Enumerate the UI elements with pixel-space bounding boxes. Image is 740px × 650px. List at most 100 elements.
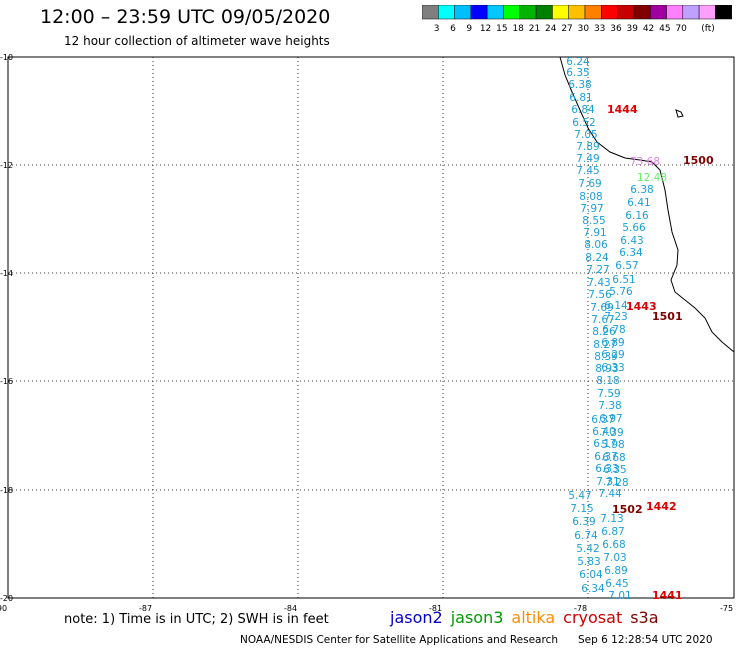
pass-time-label: 1441: [652, 589, 683, 602]
swh-value: 8.24: [585, 252, 609, 264]
colorbar-label: 70: [675, 24, 687, 34]
page-subtitle: 12 hour collection of altimeter wave hei…: [64, 34, 330, 48]
lon-tick-label: -87: [139, 604, 152, 613]
colorbar-label: 9: [466, 24, 472, 34]
swh-value: 5.47: [568, 490, 591, 502]
swh-value: 6.29: [601, 349, 624, 361]
swh-value: 6.37: [594, 451, 617, 463]
island: [675, 109, 684, 118]
legend-s3a: s3a: [630, 608, 659, 627]
colorbar-label: 36: [610, 24, 622, 34]
swh-value: 6.41: [627, 197, 650, 209]
swh-value: 7.39: [600, 427, 623, 439]
swh-value: 8.06: [584, 239, 608, 251]
swh-value: 6.16: [625, 210, 649, 222]
lon-tick-label: -84: [284, 604, 297, 613]
swh-value: 12.48: [637, 172, 667, 184]
colorbar-label: 39: [627, 24, 639, 34]
colorbar-label: 27: [561, 24, 572, 34]
swh-value: 6.89: [601, 337, 624, 349]
swh-value: 5.42: [576, 543, 599, 555]
swh-value: 8.18: [596, 375, 619, 387]
pass-time-label: 1442: [646, 500, 677, 513]
pass-time-label: 1502: [612, 503, 643, 516]
swh-value: 6.38: [568, 79, 591, 91]
lat-tick-label: -10: [0, 53, 13, 62]
swh-value: 8.55: [582, 215, 605, 227]
colorbar-label: 21: [529, 24, 540, 34]
swh-value: 5.76: [609, 286, 633, 298]
swh-value: 6.45: [605, 578, 628, 590]
lon-tick-label: -81: [429, 604, 442, 613]
swh-value: 7.59: [597, 388, 620, 400]
swh-value: 6.35: [566, 67, 589, 79]
colorbar-swatch: [715, 5, 732, 20]
swh-value: 6.51: [612, 274, 635, 286]
swh-value: 73.68: [630, 156, 660, 168]
swh-value: 7.69: [578, 178, 601, 190]
colorbar-label: (ft): [701, 24, 715, 34]
lon-tick-label: -90: [0, 604, 7, 613]
map-frame: [7, 56, 735, 599]
swh-value: 6.68: [602, 539, 625, 551]
credit-text: NOAA/NESDIS Center for Satellite Applica…: [240, 634, 558, 646]
colorbar-label: 12: [480, 24, 491, 34]
swh-value: 6.34: [619, 247, 643, 259]
coastline: [559, 56, 735, 353]
swh-value: 8.26: [592, 326, 616, 338]
swh-value: 5.98: [601, 439, 624, 451]
swh-value: 7.13: [600, 513, 623, 525]
colorbar-label: 24: [545, 24, 557, 34]
swh-value: 7.44: [598, 488, 622, 500]
colorbar-label: 18: [512, 24, 524, 34]
legend-jason2: jason2: [390, 608, 443, 627]
swh-value: 6.89: [604, 565, 627, 577]
footnote: note: 1) Time is in UTC; 2) SWH is in fe…: [64, 612, 329, 627]
swh-value: 7.97: [580, 203, 603, 215]
colorbar-label: 30: [578, 24, 590, 34]
swh-value: 7.91: [583, 227, 606, 239]
swh-value: 7.49: [576, 153, 599, 165]
pass-time-label: 1443: [626, 300, 657, 313]
swh-value: 5.83: [577, 556, 600, 568]
legend-cryosat: cryosat: [563, 608, 623, 627]
swh-value: 6.35: [603, 464, 626, 476]
swh-value: 7.28: [605, 477, 628, 489]
swh-value: 6.38: [630, 184, 653, 196]
swh-value: 6.87: [601, 526, 624, 538]
swh-value: 7.27: [586, 264, 609, 276]
swh-value: 6.17: [593, 438, 616, 450]
pass-time-label: 1444: [607, 103, 638, 116]
swh-value: 6.14: [604, 300, 628, 312]
lat-tick-label: -16: [0, 377, 13, 386]
swh-value: 6.39: [572, 516, 595, 528]
lat-tick-label: -18: [0, 486, 13, 495]
swh-value: 7.67: [591, 314, 614, 326]
swh-value: 8.08: [579, 191, 602, 203]
legend-jason3: jason3: [450, 608, 504, 627]
swh-value: 6.52: [572, 117, 595, 129]
satellite-legend: jason2 jason3 altika cryosat s3a: [390, 608, 667, 627]
swh-value: 8.93: [595, 363, 618, 375]
legend-altika: altika: [511, 608, 556, 627]
colorbar-label: 33: [594, 24, 605, 34]
swh-value: 7.89: [576, 141, 599, 153]
lat-tick-label: -14: [0, 269, 13, 278]
page-title: 12:00 – 23:59 UTC 09/05/2020: [40, 6, 331, 28]
swh-value: 6.34: [581, 583, 605, 595]
swh-value: 6.40: [592, 426, 615, 438]
swh-value: 6.97: [599, 413, 622, 425]
swh-value: 7.45: [576, 165, 599, 177]
colorbar-label: 15: [496, 24, 507, 34]
swh-value: 8.39: [594, 351, 617, 363]
swh-value: 6.74: [574, 530, 598, 542]
swh-value: 7.03: [603, 552, 626, 564]
lon-tick-label: -78: [574, 604, 587, 613]
colorbar-label: 6: [450, 24, 456, 34]
colorbar-label: 3: [434, 24, 440, 34]
pass-time-label: 1500: [683, 154, 714, 167]
swh-value: 7.69: [590, 302, 613, 314]
color-scale-bar: 3 6 9 12 15 18 21 24 27 30 33 36 39 42 45 70 (ft): [422, 5, 732, 34]
swh-value: 7.01: [608, 590, 631, 602]
swh-value: 6.84: [571, 104, 595, 116]
